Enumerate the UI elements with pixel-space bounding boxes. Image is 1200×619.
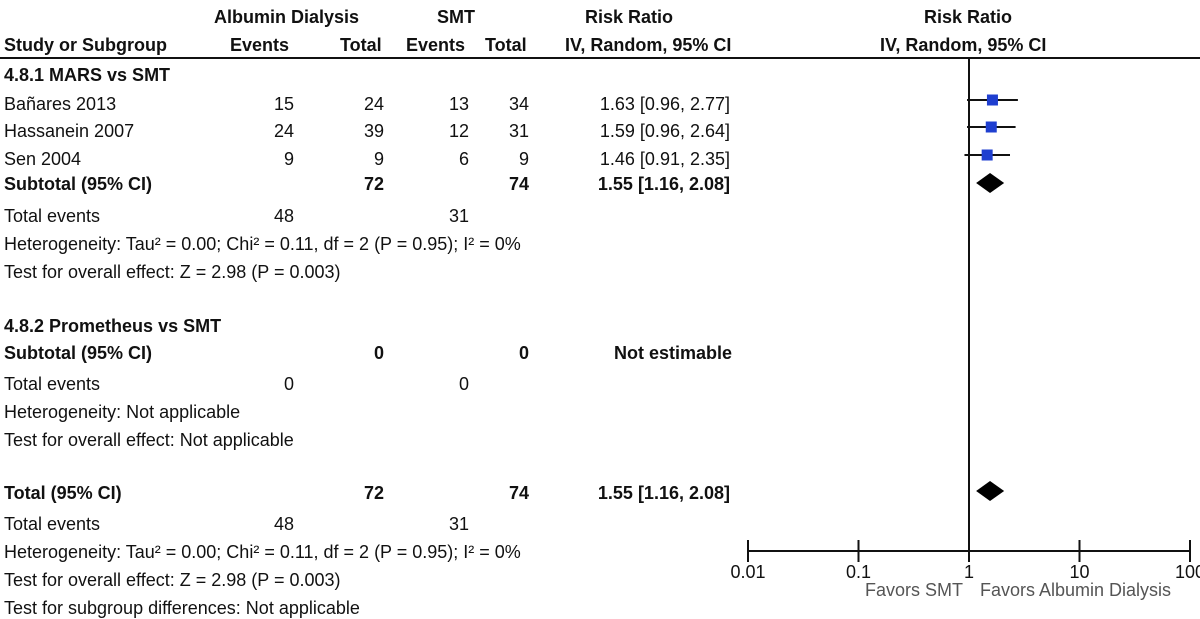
subtotal-label: Subtotal (95% CI) bbox=[4, 174, 153, 194]
events1-header: Events bbox=[230, 35, 290, 55]
pooled-diamond bbox=[976, 173, 1005, 193]
subgroup-differences-text: Test for subgroup differences: Not appli… bbox=[4, 598, 360, 618]
rr-plot-header: Risk Ratio bbox=[924, 7, 1013, 27]
total-total1: 72 bbox=[363, 483, 384, 503]
heterogeneity-text: Heterogeneity: Not applicable bbox=[4, 402, 241, 422]
study-events1: 9 bbox=[283, 149, 294, 169]
study-ci: 1.59 [0.96, 2.64] bbox=[599, 121, 730, 141]
study-marker bbox=[981, 149, 993, 161]
subtotal-ci: 1.55 [1.16, 2.08] bbox=[597, 174, 730, 194]
total-events2: 31 bbox=[448, 206, 469, 226]
x-axis-tick-label: 0.1 bbox=[846, 562, 871, 582]
study-marker bbox=[985, 121, 997, 133]
study-name: Hassanein 2007 bbox=[4, 121, 135, 141]
study-name: Bañares 2013 bbox=[4, 94, 117, 114]
total-ci: 1.55 [1.16, 2.08] bbox=[597, 483, 730, 503]
total-events-label: Total events bbox=[4, 514, 101, 534]
x-axis-tick-label: 1 bbox=[964, 562, 974, 582]
rr-column-header: Risk Ratio bbox=[585, 7, 674, 27]
study-total1: 9 bbox=[373, 149, 384, 169]
total2-header: Total bbox=[485, 35, 527, 55]
subtotal-total1: 0 bbox=[373, 343, 384, 363]
heterogeneity-text: Heterogeneity: Tau² = 0.00; Chi² = 0.11,… bbox=[4, 234, 521, 254]
study-marker bbox=[986, 94, 998, 106]
group1-header: Albumin Dialysis bbox=[214, 7, 360, 27]
study-total1: 24 bbox=[363, 94, 384, 114]
heterogeneity-text: Heterogeneity: Tau² = 0.00; Chi² = 0.11,… bbox=[4, 542, 521, 562]
total-label: Total (95% CI) bbox=[4, 483, 122, 503]
events2-header: Events bbox=[406, 35, 466, 55]
favors-right-label: Favors Albumin Dialysis bbox=[980, 580, 1171, 600]
subgroup1-title: 4.8.1 MARS vs SMT bbox=[4, 65, 171, 85]
header-divider bbox=[0, 57, 1200, 59]
subgroup2-title: 4.8.2 Prometheus vs SMT bbox=[4, 316, 222, 336]
pooled-diamond bbox=[976, 481, 1005, 501]
total-events2: 31 bbox=[448, 514, 469, 534]
study-ci: 1.63 [0.96, 2.77] bbox=[599, 94, 730, 114]
subtotal-ci: Not estimable bbox=[613, 343, 732, 363]
total-events-label: Total events bbox=[4, 206, 101, 226]
group2-header: SMT bbox=[437, 7, 475, 27]
subtotal-total2: 74 bbox=[508, 174, 529, 194]
total-events2: 0 bbox=[458, 374, 469, 394]
subtotal-total2: 0 bbox=[518, 343, 529, 363]
study-name: Sen 2004 bbox=[4, 149, 82, 169]
overall-effect-text: Test for overall effect: Z = 2.98 (P = 0… bbox=[4, 262, 341, 282]
overall-effect-text: Test for overall effect: Z = 2.98 (P = 0… bbox=[4, 570, 341, 590]
study-total2: 9 bbox=[518, 149, 529, 169]
x-axis-tick-label: 10 bbox=[1069, 562, 1089, 582]
study-column-header: Study or Subgroup bbox=[4, 35, 167, 55]
study-total2: 34 bbox=[508, 94, 529, 114]
total-total2: 74 bbox=[508, 483, 529, 503]
total-events1: 48 bbox=[273, 206, 294, 226]
study-events2: 13 bbox=[448, 94, 469, 114]
total-events1: 0 bbox=[283, 374, 294, 394]
overall-effect-text: Test for overall effect: Not applicable bbox=[4, 430, 294, 450]
total-events-label: Total events bbox=[4, 374, 101, 394]
favors-left-label: Favors SMT bbox=[865, 580, 963, 600]
study-events1: 24 bbox=[273, 121, 294, 141]
subtotal-label: Subtotal (95% CI) bbox=[4, 343, 153, 363]
study-ci: 1.46 [0.91, 2.35] bbox=[599, 149, 730, 169]
method-plot-header: IV, Random, 95% CI bbox=[880, 35, 1047, 55]
study-total1: 39 bbox=[363, 121, 384, 141]
study-events2: 6 bbox=[458, 149, 469, 169]
x-axis-tick-label: 0.01 bbox=[730, 562, 765, 582]
x-axis-tick-label: 100 bbox=[1175, 562, 1200, 582]
study-events1: 15 bbox=[273, 94, 294, 114]
total-events1: 48 bbox=[273, 514, 294, 534]
subtotal-total1: 72 bbox=[363, 174, 384, 194]
study-total2: 31 bbox=[508, 121, 529, 141]
total1-header: Total bbox=[340, 35, 382, 55]
method-column-header: IV, Random, 95% CI bbox=[565, 35, 732, 55]
study-events2: 12 bbox=[448, 121, 469, 141]
